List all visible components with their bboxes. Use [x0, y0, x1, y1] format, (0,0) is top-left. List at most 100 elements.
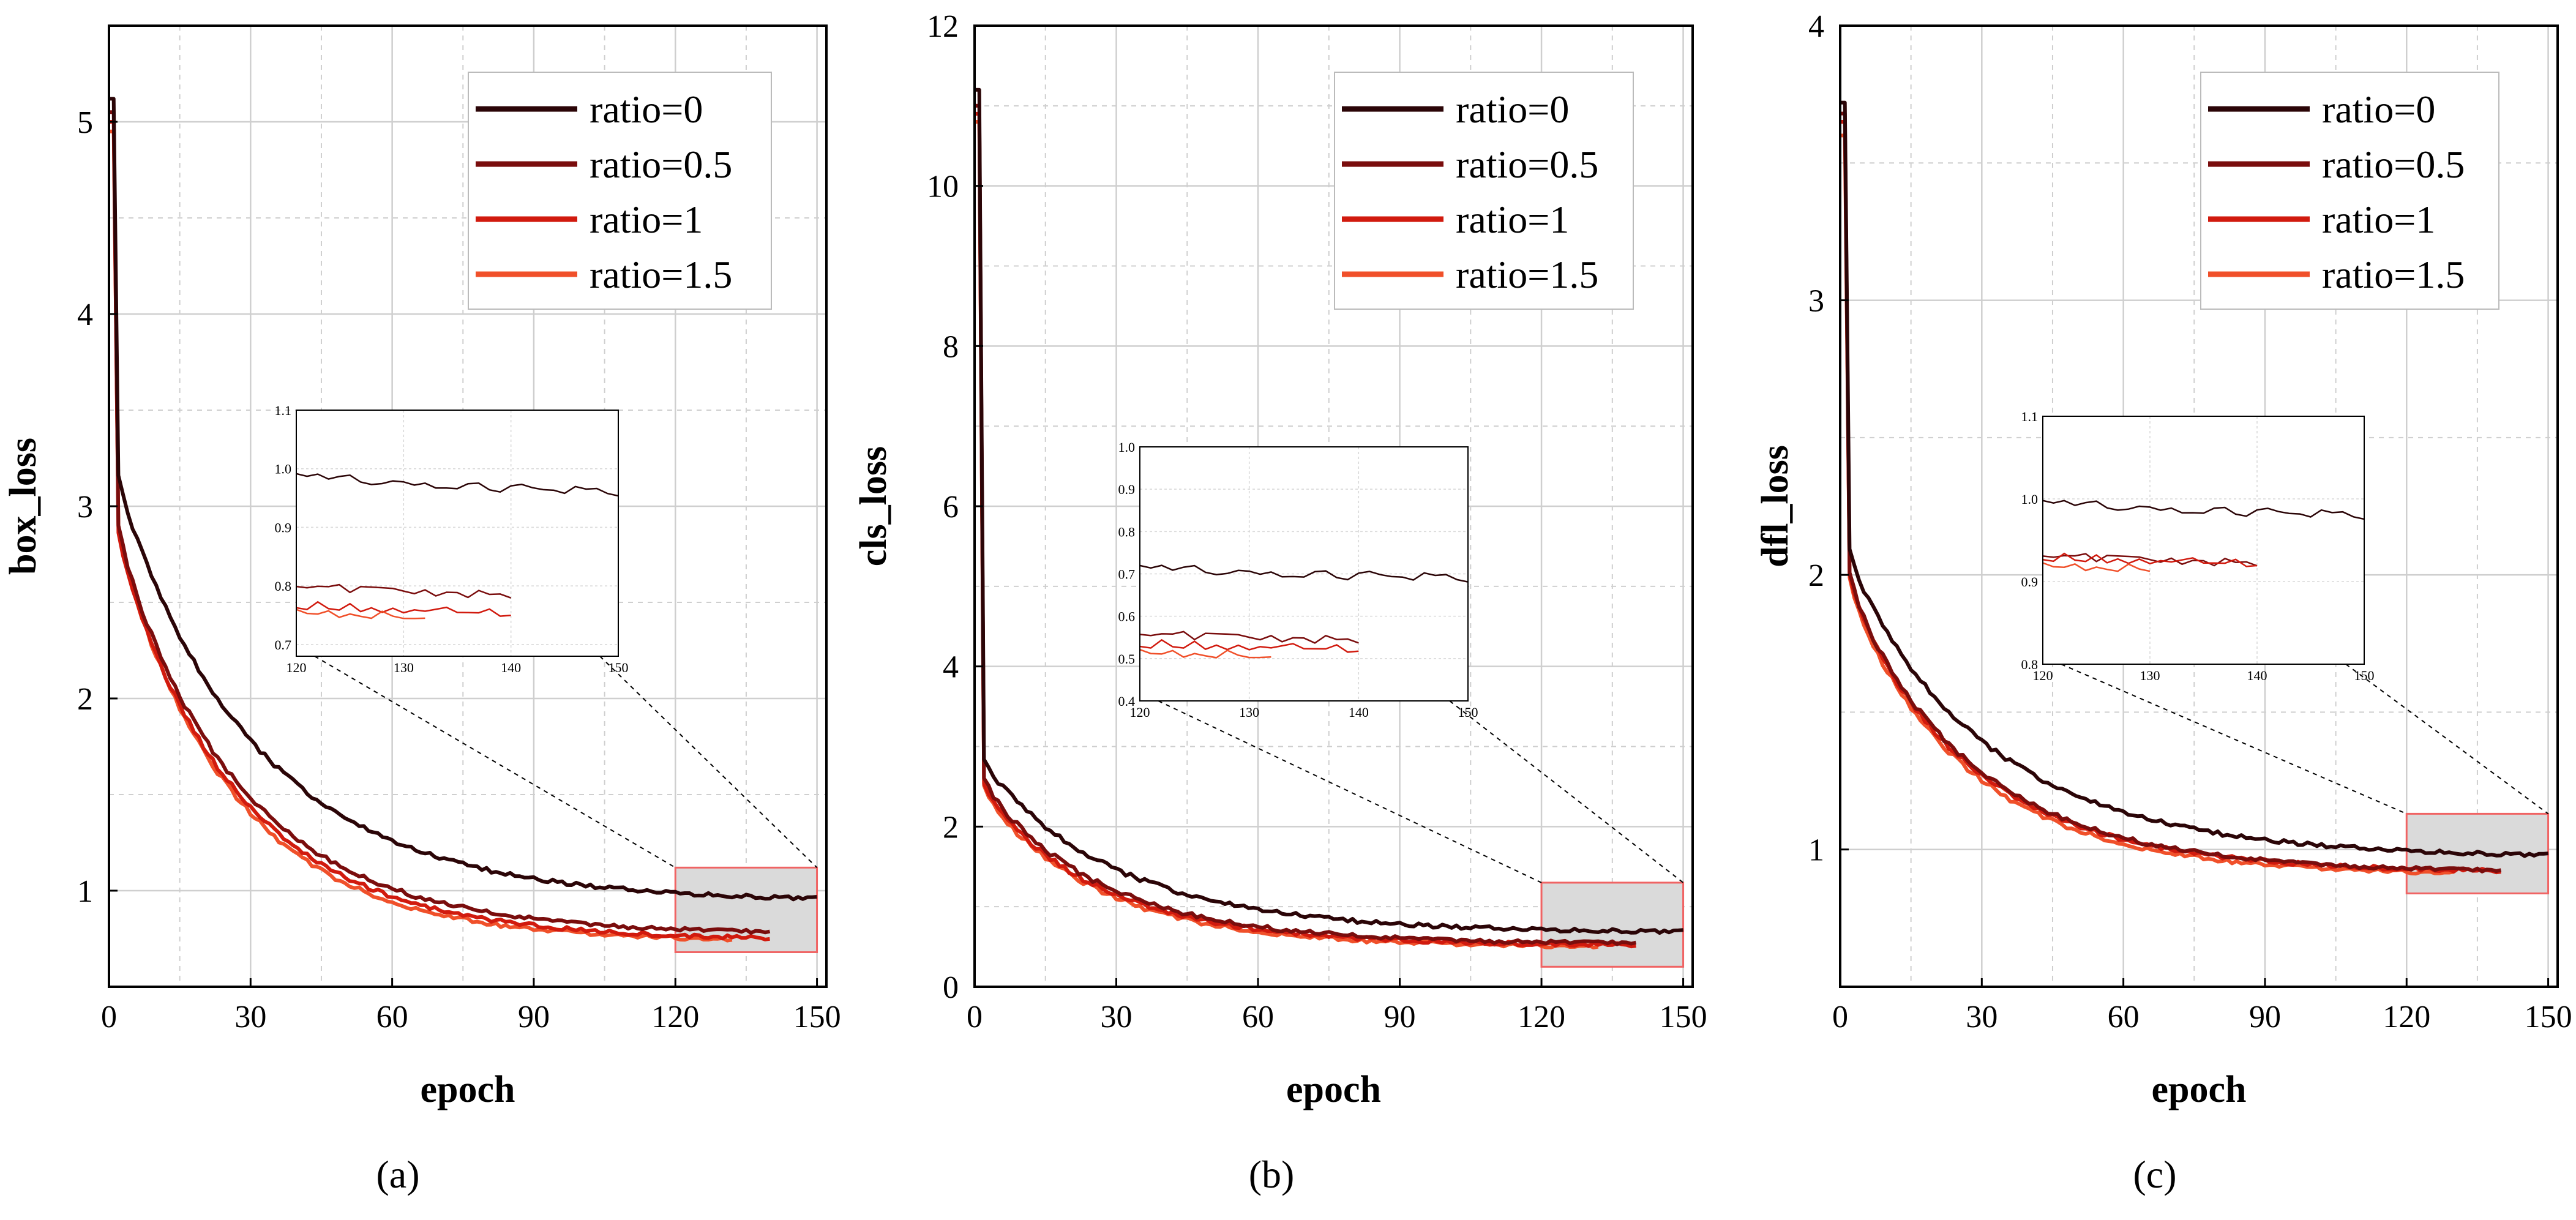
legend: ratio=0 ratio=0.5 ratio=1 ratio=1.5	[1334, 72, 1634, 310]
y-tick-label: 4	[1808, 9, 1824, 44]
series-line-ratio-1	[975, 111, 1636, 949]
x-tick-label: 90	[1384, 1000, 1416, 1035]
inset-series-lines	[296, 473, 618, 619]
chart-panel-2: 0 30 60 90 120 150 0 2 4 6 8 10 12 epoch cls_loss (b) ra…	[853, 9, 1707, 1196]
legend-entry-label: ratio=1.5	[590, 253, 732, 296]
inset-series-line	[2043, 552, 2258, 567]
inset-series-line	[296, 473, 618, 497]
inset-series-line	[1140, 631, 1359, 644]
inset-y-tick-label: 0.9	[2021, 574, 2039, 589]
inset-series-lines	[1140, 564, 1468, 659]
inset-background	[2043, 416, 2364, 664]
x-tick-label: 150	[1660, 1000, 1707, 1035]
zoom-inset: 120 130 140 150 0.7 0.8 0.9 1.0 1.1	[275, 403, 818, 869]
y-axis-label: box_loss	[2, 438, 44, 575]
legend-entry-label: ratio=0	[1456, 88, 1569, 131]
y-tick-label: 3	[77, 490, 93, 525]
series-line-ratio-0.5	[1840, 111, 2502, 874]
zoom-connector-line	[1449, 700, 1684, 883]
x-tick-label: 90	[518, 1000, 550, 1035]
legend-entry-label: ratio=1	[1456, 198, 1569, 241]
y-tick-label: 8	[943, 329, 959, 364]
series-line-ratio-0.5	[109, 110, 771, 935]
y-tick-label: 4	[77, 298, 93, 332]
y-tick-label: 12	[927, 9, 959, 44]
inset-y-tick-label: 1.0	[2021, 492, 2039, 507]
inset-x-tick-label: 140	[1349, 705, 1369, 720]
x-tick-label: 150	[793, 1000, 841, 1035]
inset-y-tick-label: 0.6	[1118, 609, 1136, 624]
inset-y-tick-label: 1.1	[275, 403, 292, 418]
legend-entry-label: ratio=1.5	[1456, 253, 1598, 296]
series-line-ratio-1	[109, 120, 770, 941]
inset-y-tick-label: 0.8	[275, 578, 292, 594]
inset-x-tick-label: 120	[286, 660, 307, 675]
x-tick-label: 90	[2249, 1000, 2281, 1035]
series-lines	[109, 97, 817, 943]
inset-frame	[1139, 446, 1469, 702]
inset-y-tick-label: 0.9	[1118, 482, 1136, 497]
y-tick-label: 6	[943, 490, 959, 525]
x-axis-label: epoch	[1286, 1069, 1381, 1110]
inset-y-tick-label: 0.5	[1118, 651, 1136, 667]
inset-background	[296, 410, 618, 656]
inset-x-tick-label: 150	[608, 660, 629, 675]
chart-panel-3: 0 30 60 90 120 150 1 2 3 4 epoch dfl_loss (c) ratio=0…	[1754, 9, 2572, 1196]
inset-y-tick-label: 0.9	[275, 520, 292, 535]
x-tick-label: 120	[2383, 1000, 2430, 1035]
x-tick-label: 60	[1242, 1000, 1274, 1035]
inset-y-tick-label: 0.8	[1118, 524, 1136, 539]
x-tick-label: 30	[234, 1000, 266, 1035]
legend-entry-label: ratio=1	[590, 198, 703, 241]
inset-x-tick-label: 150	[2354, 668, 2375, 683]
inset-series-line	[1140, 564, 1468, 583]
y-axis-label: dfl_loss	[1754, 445, 1796, 567]
inset-y-tick-label: 1.0	[275, 462, 292, 477]
x-tick-label: 120	[1518, 1000, 1565, 1035]
y-tick-label: 5	[77, 105, 93, 140]
inset-x-tick-label: 120	[2033, 668, 2053, 683]
y-tick-label: 2	[1808, 558, 1824, 593]
legend-entry-label: ratio=0.5	[2322, 143, 2465, 186]
zoom-connector-line	[599, 656, 818, 869]
x-tick-label: 0	[101, 1000, 117, 1035]
zoom-connector-line	[314, 656, 676, 869]
y-tick-label: 3	[1808, 284, 1824, 319]
inset-x-tick-label: 130	[1239, 705, 1259, 720]
x-tick-label: 60	[376, 1000, 408, 1035]
zoom-connector-line	[1158, 700, 1542, 883]
x-tick-label: 60	[2108, 1000, 2140, 1035]
x-tick-label: 150	[2525, 1000, 2572, 1035]
inset-y-tick-label: 0.7	[275, 637, 292, 653]
zoom-inset: 120 130 140 150 0.4 0.5 0.6 0.7 0.8 0.9 1.0	[1118, 440, 1684, 883]
x-tick-label: 120	[651, 1000, 699, 1035]
x-tick-label: 30	[1101, 1000, 1133, 1035]
y-tick-label: 4	[943, 650, 959, 685]
panel-caption: (b)	[1249, 1153, 1295, 1196]
x-tick-label: 0	[967, 1000, 983, 1035]
y-tick-label: 2	[77, 682, 93, 717]
series-line-ratio-0	[975, 88, 1683, 935]
y-tick-label: 0	[943, 970, 959, 1005]
x-axis-label: epoch	[2152, 1069, 2247, 1110]
inset-y-tick-label: 0.7	[1118, 567, 1136, 582]
y-tick-label: 1	[77, 874, 93, 909]
zoom-inset: 120 130 140 150 0.8 0.9 1.0 1.1	[2021, 409, 2549, 815]
series-line-ratio-0	[1840, 100, 2548, 858]
legend-entry-label: ratio=0	[590, 88, 703, 131]
inset-series-line	[2043, 562, 2151, 572]
inset-x-tick-label: 150	[1458, 705, 1478, 720]
x-tick-label: 30	[1966, 1000, 1998, 1035]
inset-series-line	[296, 583, 512, 599]
inset-series-line	[2043, 500, 2364, 520]
legend: ratio=0 ratio=0.5 ratio=1 ratio=1.5	[468, 72, 772, 310]
inset-y-tick-label: 0.4	[1118, 694, 1136, 709]
inset-x-tick-label: 130	[394, 660, 414, 675]
zoom-region-box	[1540, 881, 1685, 968]
y-tick-label: 10	[927, 170, 959, 204]
legend: ratio=0 ratio=0.5 ratio=1 ratio=1.5	[2200, 72, 2499, 310]
x-tick-label: 0	[1832, 1000, 1848, 1035]
legend-entry-label: ratio=1	[2322, 198, 2435, 241]
plot-frame	[1839, 24, 2559, 988]
